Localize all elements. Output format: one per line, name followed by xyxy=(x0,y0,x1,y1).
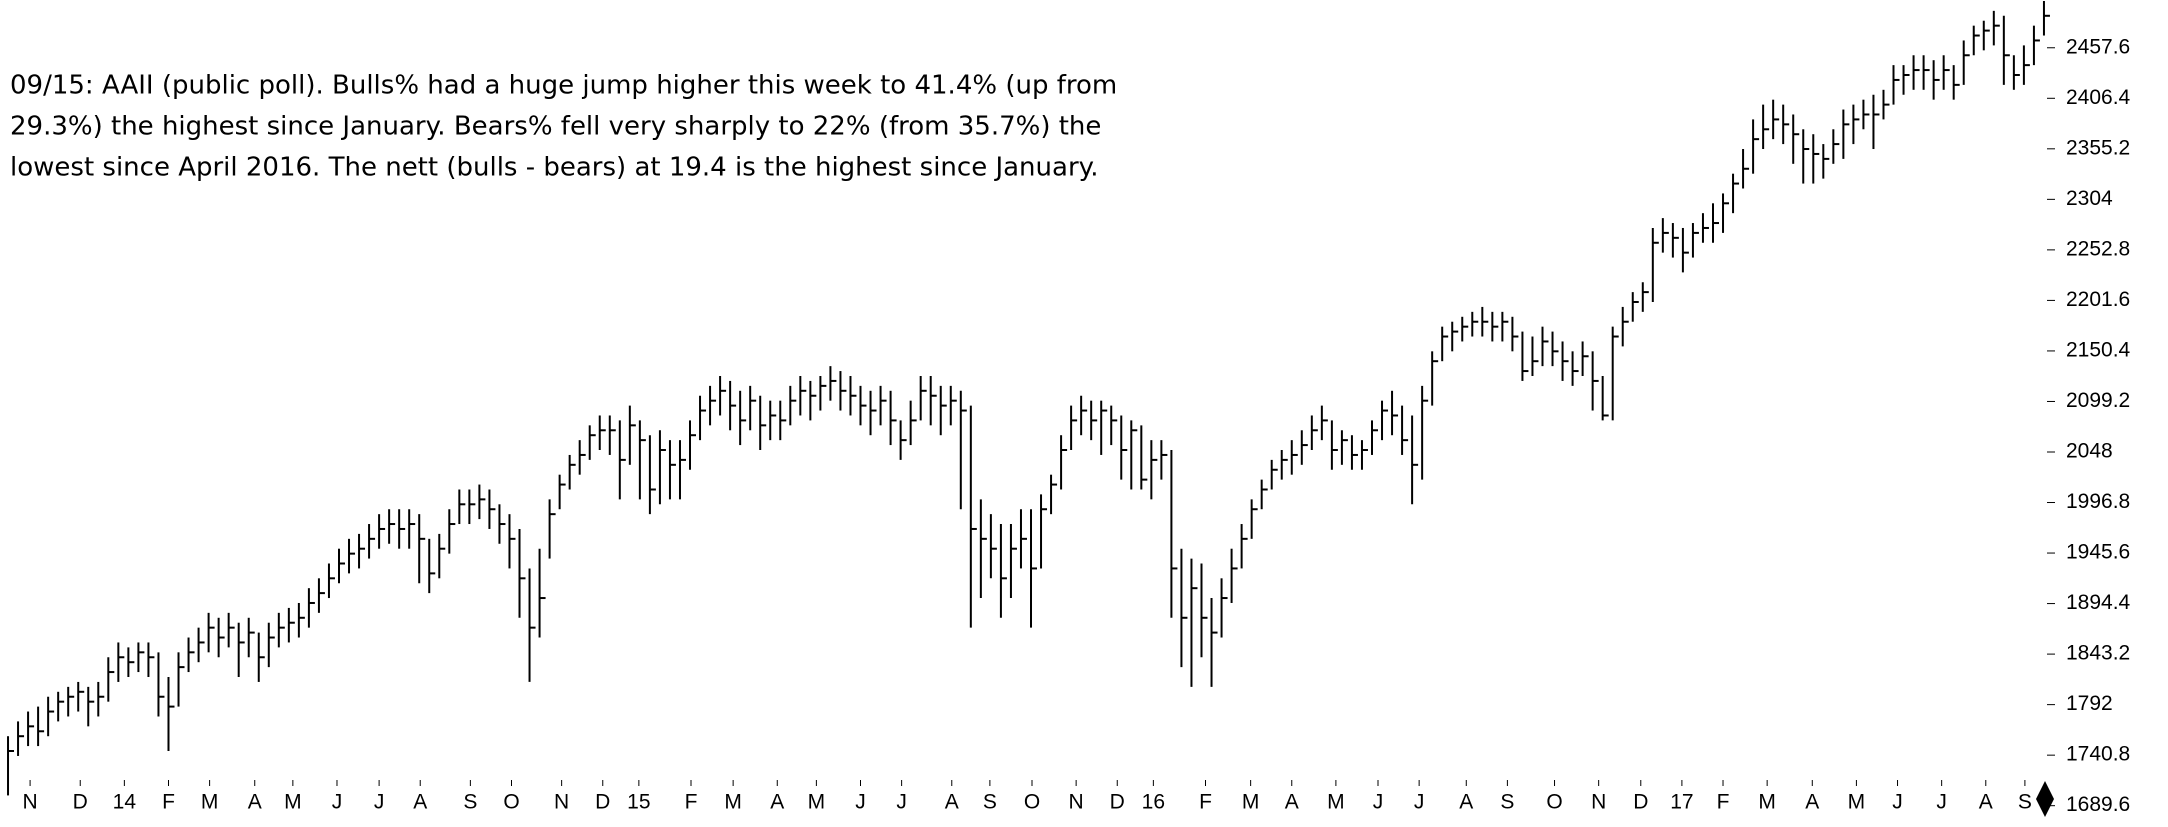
x-tick-label: O xyxy=(503,791,519,814)
x-tick-label: M xyxy=(1242,791,1260,814)
x-tick-label: J xyxy=(374,791,385,814)
y-tick-label: 1843.2 xyxy=(2066,642,2130,665)
y-tick-label: 2048 xyxy=(2066,440,2113,463)
x-tick-label: J xyxy=(1373,791,1384,814)
x-tick-label: S xyxy=(463,791,477,814)
x-tick-label: M xyxy=(1327,791,1345,814)
y-tick-label: 2201.6 xyxy=(2066,288,2130,311)
annotation-line: lowest since April 2016. The nett (bulls… xyxy=(10,153,1099,183)
x-tick-label: F xyxy=(685,791,698,814)
x-tick-label: A xyxy=(248,791,262,814)
x-tick-label: O xyxy=(1546,791,1562,814)
y-tick-label: 1740.8 xyxy=(2066,743,2130,766)
x-tick-label: 17 xyxy=(1670,791,1693,814)
y-tick-label: 2099.2 xyxy=(2066,389,2130,412)
x-tick-label: J xyxy=(896,791,907,814)
x-tick-label: D xyxy=(1633,791,1648,814)
x-tick-label: N xyxy=(23,791,38,814)
x-tick-label: N xyxy=(554,791,569,814)
x-tick-label: J xyxy=(1414,791,1425,814)
x-tick-label: 16 xyxy=(1142,791,1165,814)
x-tick-label: 14 xyxy=(113,791,137,814)
x-tick-label: M xyxy=(724,791,742,814)
x-tick-label: D xyxy=(73,791,88,814)
y-tick-label: 1894.4 xyxy=(2066,591,2131,614)
annotation-line: 09/15: AAII (public poll). Bulls% had a … xyxy=(10,71,1117,101)
annotation-line: 29.3%) the highest since January. Bears%… xyxy=(10,112,1101,142)
y-tick-label: 1792 xyxy=(2066,692,2113,715)
x-tick-label: A xyxy=(413,791,427,814)
y-tick-label: 2150.4 xyxy=(2066,338,2131,361)
x-tick-label: J xyxy=(855,791,866,814)
x-tick-label: F xyxy=(1717,791,1730,814)
x-tick-label: D xyxy=(595,791,610,814)
x-tick-label: F xyxy=(162,791,175,814)
x-tick-label: M xyxy=(1848,791,1866,814)
y-tick-label: 2252.8 xyxy=(2066,237,2130,260)
x-tick-label: 15 xyxy=(627,791,650,814)
x-tick-label: M xyxy=(1758,791,1776,814)
x-tick-label: M xyxy=(201,791,219,814)
x-tick-label: M xyxy=(284,791,302,814)
y-tick-label: 1945.6 xyxy=(2066,541,2130,564)
x-tick-label: S xyxy=(1500,791,1514,814)
x-tick-label: D xyxy=(1110,791,1125,814)
x-tick-label: M xyxy=(808,791,826,814)
x-tick-label: A xyxy=(1805,791,1819,814)
cursor-marker xyxy=(2036,781,2054,817)
x-tick-label: J xyxy=(1892,791,1903,814)
x-tick-label: N xyxy=(1591,791,1606,814)
x-tick-label: A xyxy=(945,791,959,814)
x-tick-label: A xyxy=(1459,791,1473,814)
x-tick-label: S xyxy=(2018,791,2032,814)
x-tick-label: O xyxy=(1024,791,1040,814)
x-tick-label: A xyxy=(1979,791,1993,814)
y-tick-label: 2304 xyxy=(2066,187,2113,210)
y-tick-label: 1996.8 xyxy=(2066,490,2130,513)
y-tick-label: 2457.6 xyxy=(2066,35,2130,58)
x-tick-label: A xyxy=(1285,791,1299,814)
x-tick-label: N xyxy=(1069,791,1084,814)
x-tick-label: J xyxy=(1936,791,1947,814)
x-tick-label: J xyxy=(332,791,343,814)
y-tick-label: 2406.4 xyxy=(2066,86,2131,109)
y-tick-label: 2355.2 xyxy=(2066,136,2130,159)
y-tick-label: 1689.6 xyxy=(2066,793,2130,816)
x-tick-label: A xyxy=(770,791,784,814)
x-tick-label: F xyxy=(1199,791,1212,814)
x-tick-label: S xyxy=(983,791,997,814)
